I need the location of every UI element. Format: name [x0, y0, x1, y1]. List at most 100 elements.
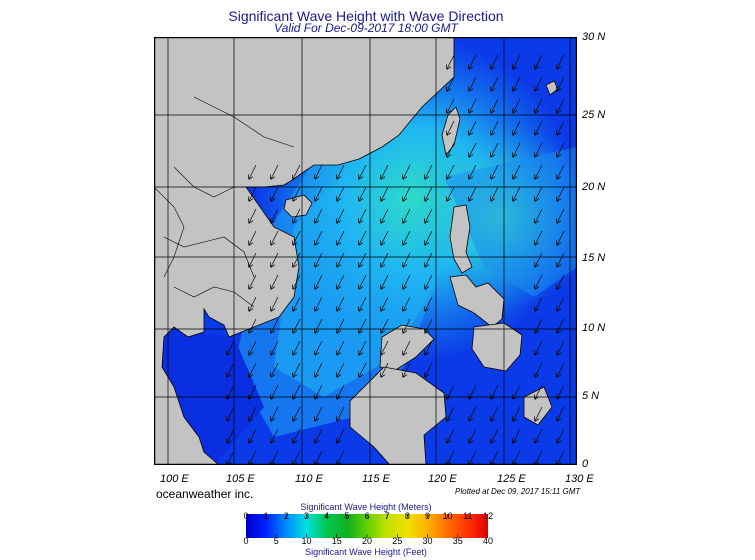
legend-meters-tick: 8 — [404, 511, 410, 521]
wave-arrow — [402, 274, 411, 290]
wave-arrow — [512, 186, 521, 202]
legend-meters-tick: 6 — [364, 511, 370, 521]
legend-feet-tick: 15 — [331, 536, 342, 546]
wave-arrow — [336, 230, 345, 246]
wave-arrow — [468, 186, 477, 202]
wave-arrow — [556, 340, 565, 356]
wave-map[interactable] — [154, 37, 577, 465]
wave-arrow — [314, 362, 323, 378]
lat-label-10n: 10 N — [582, 322, 606, 334]
wave-arrow — [380, 252, 389, 268]
wave-arrow — [490, 164, 499, 180]
wave-arrow — [336, 428, 345, 444]
country-borders — [154, 96, 295, 308]
brand-text: oceanweather inc. — [156, 487, 254, 501]
legend-feet-tick: 0 — [243, 536, 249, 546]
wave-arrow — [314, 164, 323, 180]
wave-arrow — [248, 252, 257, 268]
wave-arrow — [468, 98, 477, 114]
wave-arrow — [358, 362, 367, 378]
legend-meters-tick: 0 — [243, 511, 249, 521]
legend-meters-tick: 2 — [283, 511, 289, 521]
wave-arrow — [336, 362, 345, 378]
wave-arrow — [336, 296, 345, 312]
lat-label-30n: 30 N — [582, 31, 606, 43]
lon-label-100e: 100 E — [160, 473, 189, 485]
wave-arrow — [248, 230, 257, 246]
lat-label-15n: 15 N — [582, 252, 606, 264]
lon-label-110e: 110 E — [295, 473, 323, 485]
wave-arrow — [314, 296, 323, 312]
wave-arrow — [292, 164, 301, 180]
wave-arrow — [556, 54, 565, 70]
wave-arrow — [424, 274, 433, 290]
wave-arrow — [292, 340, 301, 356]
wave-arrow — [468, 428, 477, 444]
wave-arrow — [292, 274, 301, 290]
wave-arrow — [446, 54, 455, 70]
wave-arrow — [358, 230, 367, 246]
wave-arrow — [402, 340, 411, 356]
wave-arrow — [292, 208, 301, 224]
wave-arrow — [468, 142, 477, 158]
borneo-island — [349, 366, 447, 465]
wave-arrow — [556, 274, 565, 290]
wave-arrow — [402, 252, 411, 268]
wave-arrow — [534, 340, 543, 356]
wave-arrow — [270, 164, 279, 180]
legend-feet-tick: 5 — [273, 536, 279, 546]
wave-arrow — [556, 98, 565, 114]
wave-arrow — [556, 208, 565, 224]
legend-feet-title: Significant Wave Height (Feet) — [305, 547, 427, 557]
wave-arrow — [226, 406, 235, 422]
wave-arrow — [270, 252, 279, 268]
wave-arrow — [248, 186, 257, 202]
wave-arrow — [248, 428, 257, 444]
wave-arrow — [446, 186, 455, 202]
wave-arrow — [292, 296, 301, 312]
wave-arrow — [270, 362, 279, 378]
map-title: Significant Wave Height with Wave Direct… — [228, 8, 504, 24]
wave-arrow — [314, 318, 323, 334]
wave-arrow — [292, 406, 301, 422]
wave-arrow — [248, 384, 257, 400]
wave-arrow — [446, 164, 455, 180]
mindanao-island — [471, 322, 523, 372]
legend-meters-tick: 11 — [463, 511, 473, 521]
wave-arrow — [424, 362, 433, 378]
wave-arrow — [402, 362, 411, 378]
wave-arrow — [336, 252, 345, 268]
wave-arrow — [292, 186, 301, 202]
wave-arrow — [446, 428, 455, 444]
legend-meters-tick: 3 — [303, 511, 310, 521]
legend-feet-tick: 35 — [452, 536, 463, 546]
wave-arrow — [336, 186, 345, 202]
lon-label-120e: 120 E — [428, 473, 457, 485]
legend-feet-tick: 25 — [392, 536, 403, 546]
wave-arrow — [270, 318, 279, 334]
luzon-island — [449, 204, 473, 274]
wave-arrow — [402, 318, 411, 334]
wave-arrow — [424, 164, 433, 180]
wave-arrow — [270, 208, 279, 224]
wave-arrow — [490, 186, 499, 202]
wave-arrow — [402, 296, 411, 312]
legend-meters-tick: 12 — [482, 511, 494, 521]
wave-arrow — [490, 98, 499, 114]
wave-arrow — [468, 54, 477, 70]
wave-arrow — [270, 274, 279, 290]
wave-arrow — [556, 406, 565, 422]
wave-arrow — [248, 208, 257, 224]
wave-arrow — [446, 120, 455, 136]
wave-arrow — [336, 406, 345, 422]
wave-arrow — [556, 296, 565, 312]
wave-arrow — [248, 318, 257, 334]
wave-arrow — [292, 230, 301, 246]
map-subtitle: Valid For Dec-09-2017 18:00 GMT — [274, 21, 458, 35]
lon-label-105e: 105 E — [226, 473, 255, 485]
wave-arrow — [534, 406, 543, 422]
wave-arrow — [490, 76, 499, 92]
wave-arrow — [556, 120, 565, 136]
wave-arrow — [446, 76, 455, 92]
wave-arrow — [270, 406, 279, 422]
